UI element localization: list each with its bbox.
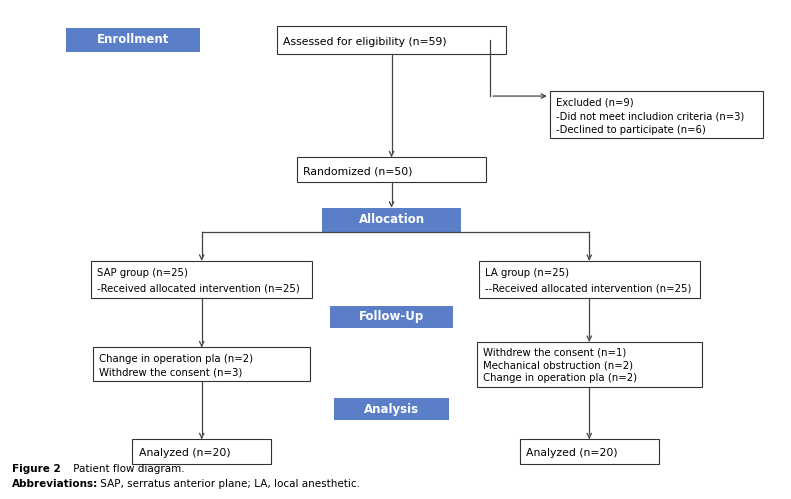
Bar	[550, 91, 763, 138]
Text: Excluded (n=9): Excluded (n=9)	[556, 98, 634, 108]
Bar	[331, 305, 453, 328]
Bar	[66, 28, 200, 52]
Text: Change in operation pla (n=2): Change in operation pla (n=2)	[483, 373, 637, 383]
Bar	[335, 398, 449, 420]
Text: Allocation: Allocation	[358, 213, 425, 226]
Text: LA group (n=25): LA group (n=25)	[485, 268, 569, 278]
Bar	[323, 208, 461, 232]
Text: Randomized (n=50): Randomized (n=50)	[303, 166, 412, 176]
Text: Analyzed (n=20): Analyzed (n=20)	[139, 448, 230, 458]
Bar	[277, 26, 506, 54]
Bar	[520, 439, 659, 464]
Bar	[297, 157, 486, 182]
Text: Withdrew the consent (n=3): Withdrew the consent (n=3)	[100, 367, 243, 377]
Bar	[91, 260, 312, 298]
Text: Enrollment: Enrollment	[97, 33, 169, 46]
Text: Figure 2: Figure 2	[12, 464, 61, 474]
Text: SAP, serratus anterior plane; LA, local anesthetic.: SAP, serratus anterior plane; LA, local …	[97, 479, 360, 489]
Text: Abbreviations:: Abbreviations:	[12, 479, 98, 489]
Text: Patient flow diagram.: Patient flow diagram.	[70, 464, 184, 474]
Text: --Received allocated intervention (n=25): --Received allocated intervention (n=25)	[485, 283, 691, 293]
Bar	[477, 342, 702, 387]
Text: -Declined to participate (n=6): -Declined to participate (n=6)	[556, 125, 706, 135]
Text: Mechanical obstruction (n=2): Mechanical obstruction (n=2)	[483, 361, 633, 371]
Bar	[479, 260, 700, 298]
Text: Analysis: Analysis	[364, 403, 419, 416]
Text: Change in operation pla (n=2): Change in operation pla (n=2)	[100, 354, 253, 364]
Text: Withdrew the consent (n=1): Withdrew the consent (n=1)	[483, 348, 626, 358]
Text: -Did not meet includion criteria (n=3): -Did not meet includion criteria (n=3)	[556, 111, 744, 121]
Text: Assessed for eligibility (n=59): Assessed for eligibility (n=59)	[283, 37, 447, 47]
Text: SAP group (n=25): SAP group (n=25)	[97, 268, 188, 278]
Text: Follow-Up: Follow-Up	[359, 310, 424, 323]
Text: -Received allocated intervention (n=25): -Received allocated intervention (n=25)	[97, 283, 300, 293]
Text: Analyzed (n=20): Analyzed (n=20)	[527, 448, 618, 458]
Bar	[93, 347, 310, 381]
Bar	[133, 439, 271, 464]
